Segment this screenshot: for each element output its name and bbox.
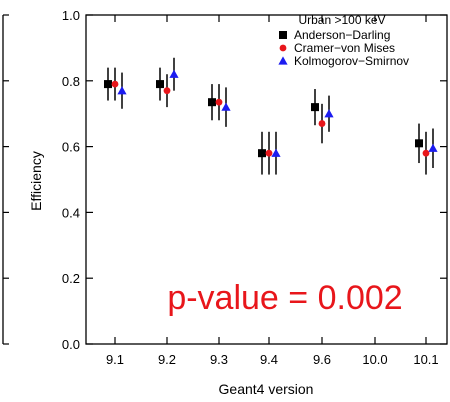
triangle-marker: [271, 148, 281, 157]
triangle-marker: [117, 86, 127, 95]
legend-title: Urban >100 keV: [298, 13, 385, 27]
legend-label: Cramer−von Mises: [294, 41, 395, 55]
x-tick-label: 9.4: [260, 352, 278, 367]
y-tick-label: 0.6: [62, 140, 80, 155]
x-tick-label: 9.1: [106, 352, 124, 367]
triangle-marker: [169, 69, 179, 78]
square-marker: [208, 98, 216, 107]
square-marker: [104, 80, 112, 89]
series-2: [117, 57, 438, 175]
square-marker: [311, 103, 319, 112]
x-axis: 9.1 9.2 9.3 9.4 9.6 10.0 10.1: [106, 15, 439, 367]
data-marks: [104, 57, 438, 175]
x-axis-label: Geant4 version: [219, 381, 314, 397]
x-tick-label: 9.6: [313, 352, 331, 367]
legend: Urban >100 keV Anderson−DarlingCramer−vo…: [278, 13, 409, 68]
x-tick-label: 9.2: [158, 352, 176, 367]
legend-label: Kolmogorov−Smirnov: [294, 54, 409, 68]
circle-marker: [422, 149, 430, 157]
y-tick-label: 0.4: [62, 205, 80, 220]
legend-label: Anderson−Darling: [294, 28, 390, 42]
circle-marker: [163, 87, 171, 95]
y-axis-label: Efficiency: [28, 151, 44, 211]
triangle-marker: [221, 102, 231, 111]
triangle-marker: [324, 109, 334, 118]
square-marker: [415, 139, 423, 148]
series-0: [104, 67, 423, 175]
x-tick-label: 10.0: [362, 352, 387, 367]
p-value-annotation: p-value = 0.002: [167, 279, 402, 317]
square-marker: [258, 149, 266, 158]
circle-marker: [279, 44, 287, 52]
y-axis: 0.0 0.2 0.4 0.6 0.8 1.0: [3, 8, 447, 352]
y-tick-label: 1.0: [62, 8, 80, 23]
circle-marker: [318, 120, 326, 127]
circle-marker: [215, 98, 223, 106]
y-tick-label: 0.2: [62, 271, 80, 286]
circle-marker: [111, 80, 119, 88]
square-marker: [279, 31, 287, 39]
y-tick-label: 0.0: [62, 337, 80, 352]
square-marker: [156, 80, 164, 89]
triangle-marker: [428, 143, 438, 152]
x-tick-label: 10.1: [413, 352, 438, 367]
plot-frame: [85, 14, 448, 345]
x-tick-label: 9.3: [210, 352, 228, 367]
series-1: [111, 67, 430, 175]
triangle-marker: [278, 56, 288, 65]
y-tick-label: 0.8: [62, 74, 80, 89]
circle-marker: [265, 149, 273, 157]
